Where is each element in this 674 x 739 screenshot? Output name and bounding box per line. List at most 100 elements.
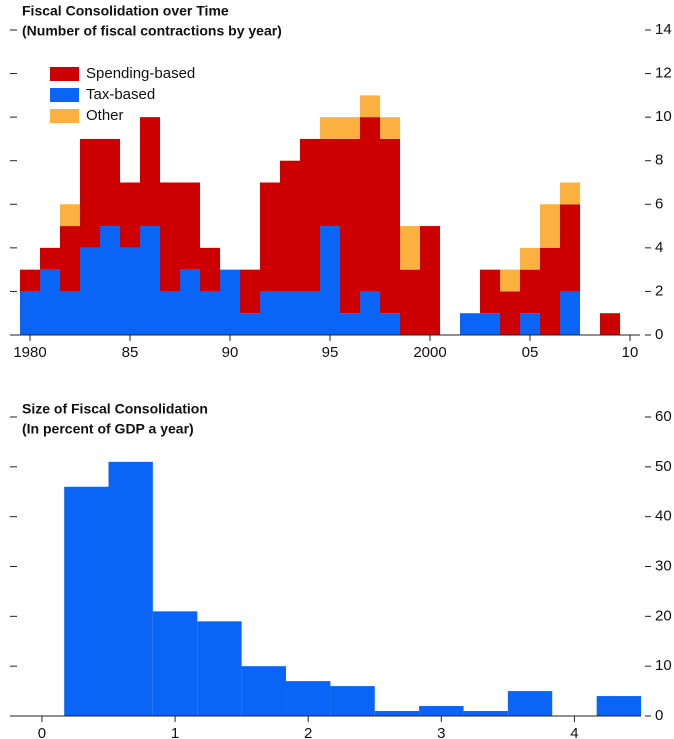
y-tick-label: 40 [655, 508, 672, 525]
bar-segment [600, 313, 620, 335]
legend-label: Tax-based [86, 86, 155, 103]
x-tick-label: 3 [437, 725, 445, 739]
y-tick-label: 60 [655, 408, 672, 425]
y-tick-label: 10 [655, 657, 672, 674]
bar-segment [180, 269, 200, 335]
x-tick-label: 85 [122, 344, 139, 361]
bar-segment [360, 95, 380, 118]
histogram-bar [197, 621, 242, 716]
bar-segment [60, 204, 80, 227]
bar-segment [340, 313, 360, 335]
x-tick-label: 1 [171, 725, 179, 739]
y-tick-label: 30 [655, 557, 672, 574]
x-tick-label: 90 [222, 344, 239, 361]
bar-segment [120, 247, 140, 335]
bar-segment [320, 138, 340, 227]
bar-segment [320, 226, 340, 335]
bar-segment [360, 291, 380, 335]
histogram-bar [285, 681, 331, 716]
bar-segment [560, 291, 580, 335]
bar-segment [20, 269, 40, 292]
histogram-bar [152, 611, 198, 716]
bar-segment [20, 291, 40, 335]
bar-segment [260, 291, 280, 335]
bar-segment [80, 247, 100, 335]
bar-segment [400, 226, 420, 270]
bar-segment [340, 117, 360, 139]
bar-segment [200, 291, 220, 335]
x-tick-label: 2 [304, 725, 312, 739]
chart-title: Fiscal Consolidation over Time [22, 3, 229, 19]
bar-segment [480, 269, 500, 314]
y-tick-label: 0 [655, 326, 663, 343]
bar-segment [560, 204, 580, 292]
bar-segment [140, 117, 160, 227]
bar-segment [40, 269, 60, 335]
histogram-bar [64, 486, 109, 716]
bar-segment [60, 291, 80, 335]
histogram-bar [108, 461, 153, 716]
bar-segment [80, 138, 100, 248]
bar-segment [540, 204, 560, 248]
bar-segment [360, 117, 380, 292]
y-tick-label: 12 [655, 65, 672, 82]
bar-segment [520, 247, 540, 270]
bar-segment [500, 291, 520, 335]
bar-segment [60, 226, 80, 292]
histogram-bar [463, 711, 508, 716]
y-tick-label: 20 [655, 607, 672, 624]
legend-swatch [50, 88, 79, 102]
y-tick-label: 10 [655, 108, 672, 125]
legend-label: Other [86, 107, 124, 124]
chart-subtitle: (In percent of GDP a year) [22, 421, 194, 437]
chart-subtitle: (Number of fiscal contractions by year) [22, 23, 282, 39]
x-tick-label: 0 [38, 725, 46, 739]
bar-segment [220, 269, 240, 335]
bar-segment [260, 182, 280, 292]
bar-segment [240, 269, 260, 314]
histogram-bar [507, 691, 553, 716]
histogram-bar [596, 696, 641, 716]
legend-label: Spending-based [86, 65, 195, 82]
bar-segment [100, 226, 120, 335]
legend-swatch [50, 67, 79, 81]
y-tick-label: 8 [655, 152, 663, 169]
bar-segment [280, 160, 300, 292]
histogram-bar [419, 706, 464, 716]
x-tick-label: 95 [322, 344, 339, 361]
chart-title: Size of Fiscal Consolidation [22, 401, 208, 417]
bar-segment [480, 313, 500, 335]
y-tick-label: 14 [655, 21, 672, 38]
bar-segment [520, 313, 540, 335]
bar-segment [100, 138, 120, 227]
legend-swatch [50, 109, 79, 123]
y-tick-label: 50 [655, 458, 672, 475]
bar-segment [160, 291, 180, 335]
histogram-bar [330, 686, 375, 716]
x-tick-label: 05 [522, 344, 539, 361]
y-tick-label: 4 [655, 239, 663, 256]
x-tick-label: 1980 [13, 344, 46, 361]
bar-segment [340, 138, 360, 314]
bar-segment [540, 247, 560, 335]
y-tick-label: 2 [655, 282, 663, 299]
bar-segment [140, 226, 160, 335]
bar-segment [120, 182, 140, 248]
bar-segment [160, 182, 180, 292]
y-tick-label: 6 [655, 195, 663, 212]
bar-segment [500, 269, 520, 292]
bar-segment [560, 182, 580, 205]
x-tick-label: 4 [570, 725, 578, 739]
bar-segment [380, 313, 400, 335]
bar-segment [300, 138, 320, 292]
bar-segment [520, 269, 540, 314]
y-tick-label: 0 [655, 707, 663, 724]
bar-segment [400, 269, 420, 335]
bar-segment [280, 291, 300, 335]
histogram-bar [241, 666, 286, 716]
bar-segment [380, 117, 400, 139]
bar-segment [320, 117, 340, 139]
x-tick-label: 10 [622, 344, 639, 361]
histogram-bar [374, 711, 420, 716]
